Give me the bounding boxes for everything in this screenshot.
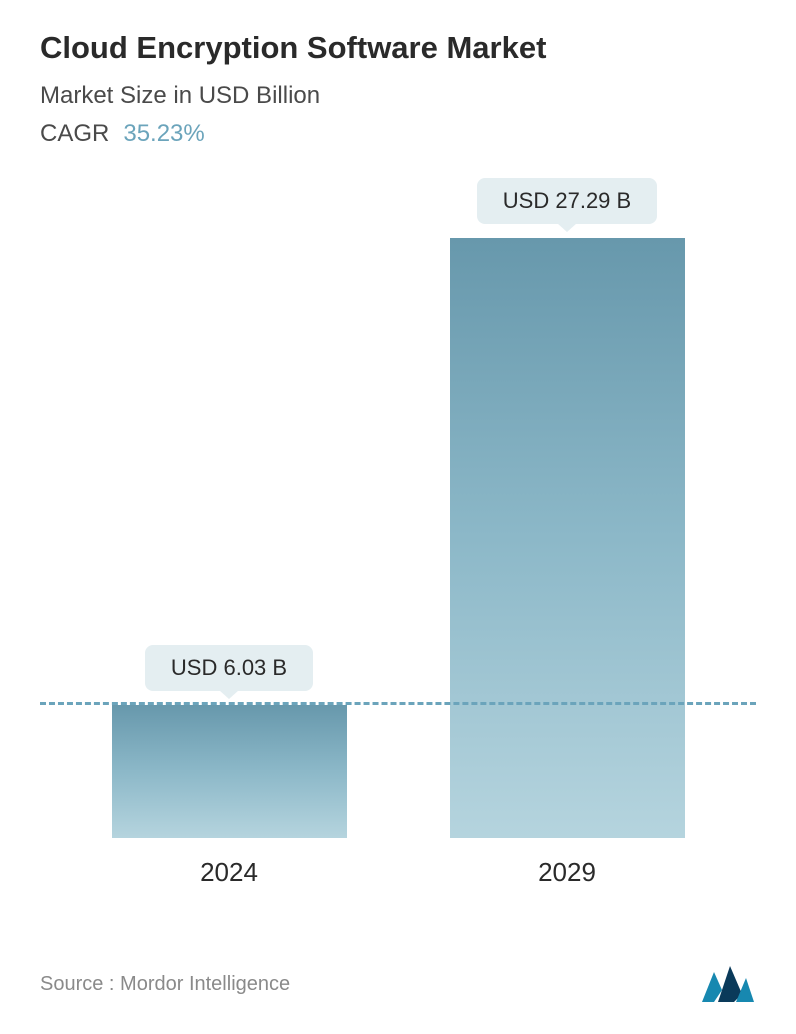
bar-0 [112, 705, 347, 838]
x-axis-labels: 2024 2029 [40, 857, 756, 888]
x-label-1: 2029 [437, 857, 697, 888]
chart-footer: Source : Mordor Intelligence [40, 964, 756, 1004]
source-text: Source : Mordor Intelligence [40, 973, 290, 996]
bar-value-label-0: USD 6.03 B [145, 645, 313, 691]
bar-group-1: USD 27.29 B [437, 178, 697, 838]
cagr-value: 35.23% [123, 120, 204, 148]
chart-title: Cloud Encryption Software Market [40, 30, 756, 66]
x-label-0: 2024 [99, 857, 359, 888]
bars-container: USD 6.03 B USD 27.29 B [40, 178, 756, 838]
bar-1 [450, 238, 685, 838]
chart-subtitle: Market Size in USD Billion [40, 82, 756, 110]
cagr-row: CAGR 35.23% [40, 120, 756, 148]
reference-line [40, 702, 756, 705]
chart-area: USD 6.03 B USD 27.29 B 2024 2029 [40, 168, 756, 888]
bar-group-0: USD 6.03 B [99, 645, 359, 838]
bar-value-label-1: USD 27.29 B [477, 178, 657, 224]
mordor-logo-icon [700, 964, 756, 1004]
cagr-label: CAGR [40, 120, 109, 148]
